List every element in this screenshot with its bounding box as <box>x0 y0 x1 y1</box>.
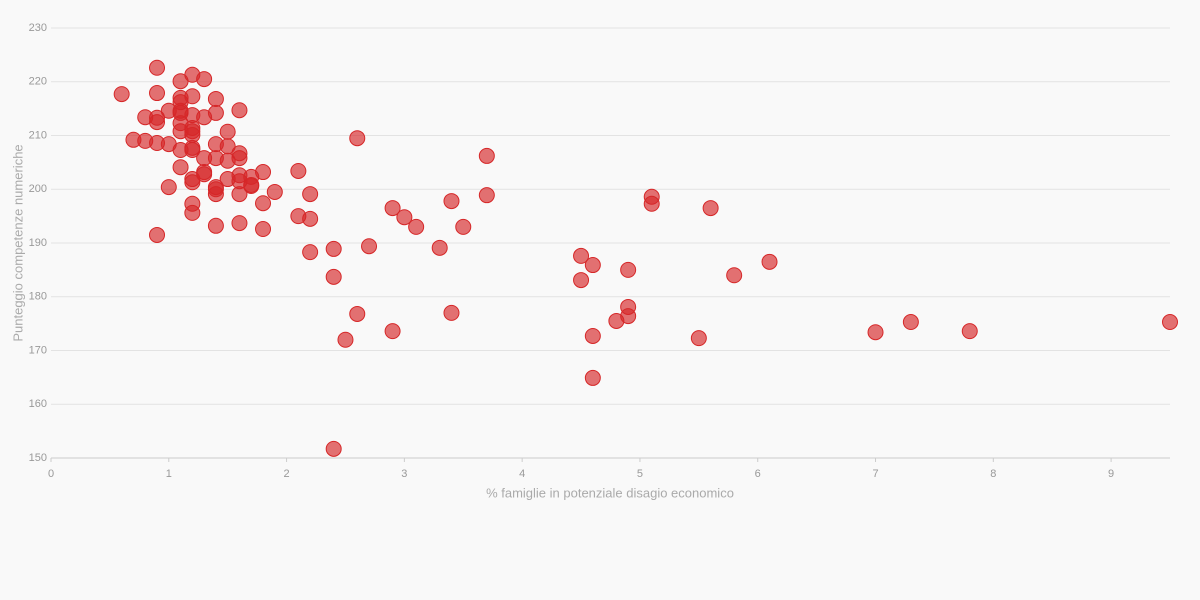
point <box>149 59 166 76</box>
point <box>867 324 884 341</box>
x-tick-label: 6 <box>755 468 761 480</box>
y-tick-label: 190 <box>29 237 47 249</box>
y-tick-label: 160 <box>29 398 47 410</box>
point <box>149 85 166 102</box>
point <box>172 159 189 176</box>
point <box>325 268 342 285</box>
point <box>325 440 342 457</box>
point <box>149 226 166 243</box>
point <box>255 195 272 212</box>
point <box>231 102 248 119</box>
y-tick-label: 150 <box>29 452 47 464</box>
point <box>255 164 272 181</box>
point <box>325 240 342 257</box>
point <box>196 71 213 88</box>
point <box>219 123 236 140</box>
point <box>349 130 366 147</box>
point <box>761 253 778 270</box>
point <box>584 327 601 344</box>
x-tick-label: 0 <box>48 468 54 480</box>
point <box>443 193 460 210</box>
y-axis-title: Punteggio competenze numeriche <box>10 144 25 341</box>
point <box>255 221 272 238</box>
point <box>573 272 590 289</box>
point <box>455 218 472 235</box>
point <box>620 308 637 325</box>
point <box>584 369 601 386</box>
point <box>726 267 743 284</box>
x-axis-title: % famiglie in potenziale disagio economi… <box>486 485 734 500</box>
point <box>384 323 401 340</box>
point <box>196 166 213 183</box>
point <box>702 200 719 217</box>
y-tick-label: 170 <box>29 344 47 356</box>
point <box>408 218 425 235</box>
point <box>207 90 224 107</box>
point <box>231 186 248 203</box>
point <box>361 238 378 255</box>
point <box>584 257 601 274</box>
point <box>231 150 248 167</box>
point <box>961 323 978 340</box>
x-tick-label: 5 <box>637 468 643 480</box>
point <box>349 305 366 322</box>
point <box>337 331 354 348</box>
point <box>396 209 413 226</box>
point <box>690 330 707 347</box>
point <box>243 178 260 195</box>
y-tick-label: 230 <box>29 22 47 34</box>
point <box>302 244 319 261</box>
point <box>207 186 224 203</box>
point <box>620 261 637 278</box>
point <box>431 239 448 256</box>
x-tick-label: 7 <box>872 468 878 480</box>
point <box>184 204 201 221</box>
point <box>302 186 319 203</box>
y-tick-label: 180 <box>29 291 47 303</box>
point <box>207 217 224 234</box>
point <box>573 247 590 264</box>
y-tick-label: 200 <box>29 183 47 195</box>
point <box>231 215 248 232</box>
point <box>478 187 495 204</box>
point <box>184 174 201 191</box>
point <box>266 183 283 200</box>
x-tick-label: 9 <box>1108 468 1114 480</box>
x-tick-label: 4 <box>519 468 525 480</box>
y-tick-label: 220 <box>29 76 47 88</box>
x-tick-label: 3 <box>401 468 407 480</box>
point <box>184 142 201 159</box>
point <box>384 200 401 217</box>
point <box>478 147 495 164</box>
point <box>290 162 307 179</box>
x-tick-label: 8 <box>990 468 996 480</box>
point <box>643 195 660 212</box>
point <box>1162 314 1178 331</box>
x-tick-label: 2 <box>284 468 290 480</box>
y-tick-label: 210 <box>29 129 47 141</box>
point <box>113 86 130 103</box>
x-tick-label: 1 <box>166 468 172 480</box>
point <box>302 210 319 227</box>
point <box>443 304 460 321</box>
point <box>902 314 919 331</box>
point <box>160 179 177 196</box>
point <box>149 114 166 131</box>
point <box>184 88 201 105</box>
point <box>207 104 224 121</box>
